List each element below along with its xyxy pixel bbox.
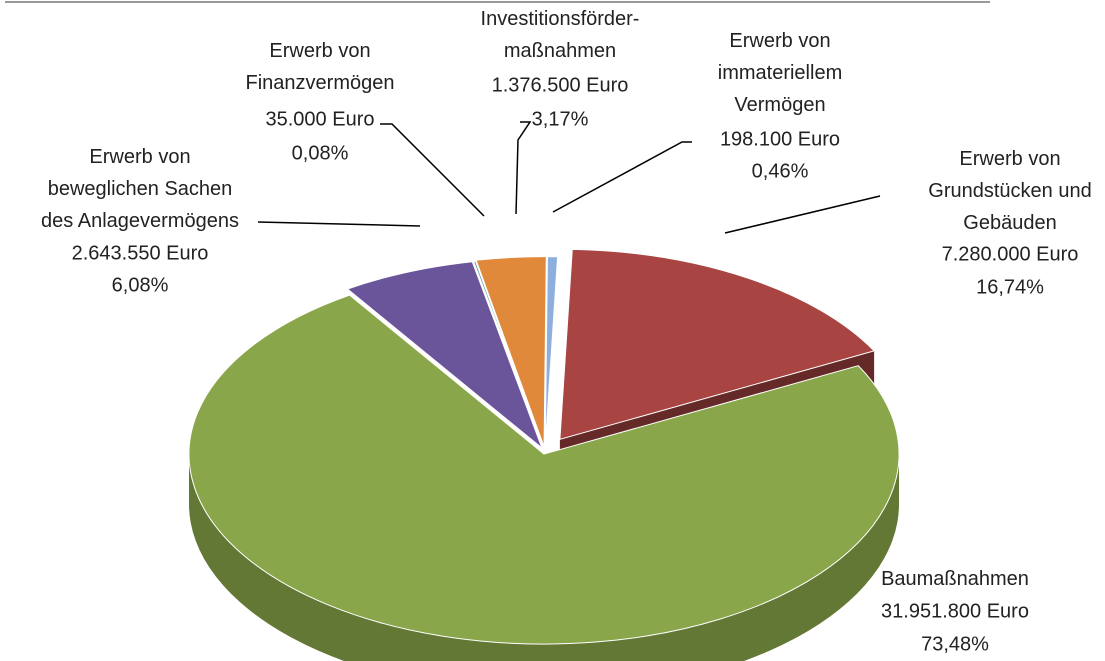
percentage-label: 6,08% xyxy=(112,274,169,296)
percentage-label: 73,48% xyxy=(921,633,989,655)
category-label: Erwerb von immateriellem Vermögen xyxy=(718,30,842,116)
leader-line xyxy=(724,195,881,234)
value-label: 31.951.800 Euro xyxy=(881,600,1029,622)
category-label: Baumaßnahmen xyxy=(881,568,1029,590)
category-label: Erwerb von Grundstücken und Gebäuden xyxy=(928,148,1091,234)
leader-line xyxy=(515,121,532,215)
percentage-label: 3,17% xyxy=(532,108,589,130)
leader-line xyxy=(552,141,692,213)
pie-slice xyxy=(559,248,876,440)
pie-slice xyxy=(544,256,559,447)
category-label: Erwerb von beweglichen Sachen des Anlageve… xyxy=(41,146,239,232)
percentage-label: 0,08% xyxy=(292,142,349,164)
value-label: 2.643.550 Euro xyxy=(72,242,209,264)
value-label: 35.000 Euro xyxy=(266,108,375,130)
percentage-label: 0,46% xyxy=(752,160,809,182)
pie-slice xyxy=(188,294,900,645)
value-label: 7.280.000 Euro xyxy=(942,243,1079,265)
leader-line xyxy=(380,123,485,217)
value-label: 198.100 Euro xyxy=(720,128,840,150)
leader-line xyxy=(257,221,421,227)
category-label: Investitionsförder-maßnahmen xyxy=(481,8,640,62)
pie-slice xyxy=(475,256,547,447)
category-label: Erwerb von Finanzvermögen xyxy=(246,40,395,94)
pie-slice xyxy=(473,260,544,448)
value-label: 1.376.500 Euro xyxy=(492,74,629,96)
pie-slice xyxy=(346,261,544,450)
percentage-label: 16,74% xyxy=(976,276,1044,298)
